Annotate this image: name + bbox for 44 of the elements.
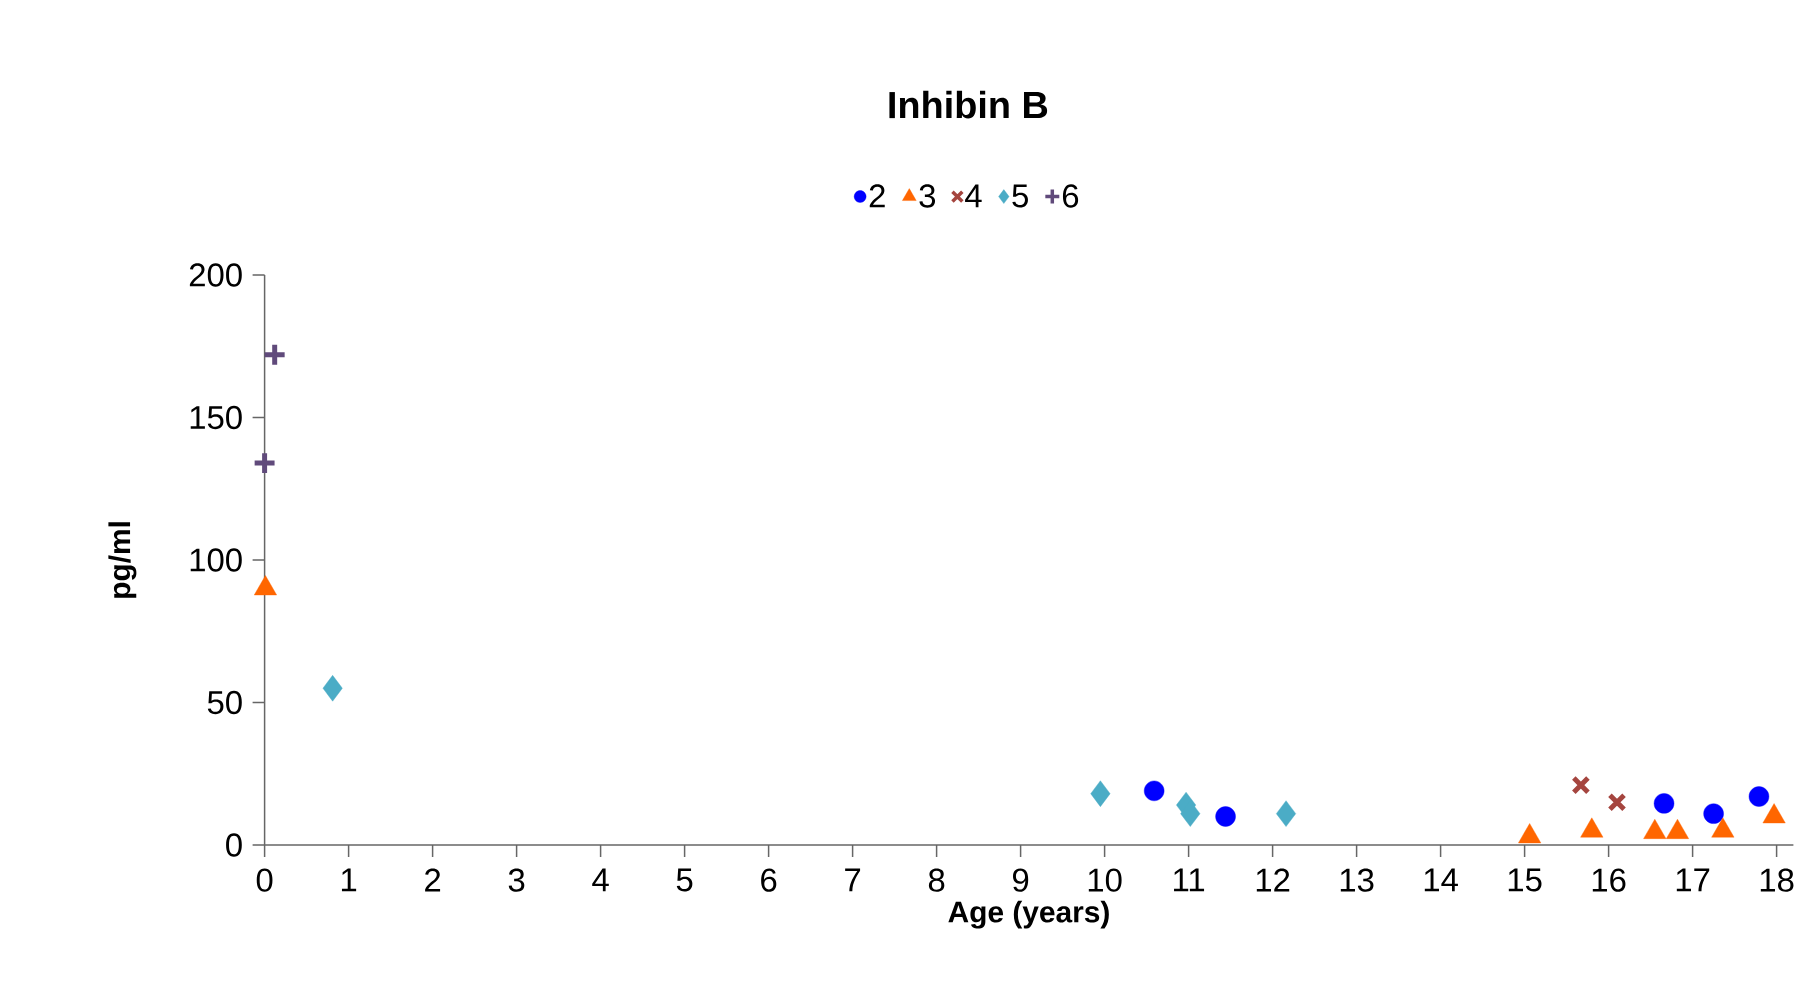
x-tick-label: 4 <box>592 868 609 892</box>
point <box>1703 803 1724 824</box>
legend-label: 2 <box>869 184 885 208</box>
x-tick-label: 6 <box>761 868 777 892</box>
point <box>1215 806 1236 827</box>
point <box>262 342 288 368</box>
x-tick-label: 8 <box>928 868 945 892</box>
point <box>322 675 343 702</box>
y-axis-title: pg/ml <box>108 522 137 598</box>
x-tick-label: 17 <box>1676 868 1710 892</box>
x-tick-label: 15 <box>1508 868 1542 892</box>
point <box>1653 793 1675 814</box>
y-tick-label: 150 <box>190 405 242 430</box>
chart-title: Inhibin B <box>889 90 1048 119</box>
x-tick-label: 1 <box>341 868 357 892</box>
y-tick-label: 0 <box>226 833 242 857</box>
x-tick-label: 16 <box>1592 868 1626 892</box>
x-tick-label: 12 <box>1256 868 1290 892</box>
point <box>1571 775 1591 795</box>
y-tick-label: 100 <box>190 548 242 572</box>
legend-label: 5 <box>1012 184 1028 208</box>
legend-label: 3 <box>919 184 936 208</box>
point <box>1144 780 1165 802</box>
x-tick-label: 9 <box>1013 868 1029 892</box>
point <box>1607 792 1627 812</box>
x-tick-label: 0 <box>256 868 273 892</box>
x-tick-label: 13 <box>1340 868 1374 892</box>
y-tick-label: 200 <box>189 263 242 287</box>
point <box>1748 786 1770 807</box>
legend-label: 6 <box>1062 184 1079 208</box>
point <box>1276 800 1296 827</box>
y-tick-label: 50 <box>207 690 242 715</box>
x-tick-label: 14 <box>1424 868 1458 892</box>
x-tick-label: 18 <box>1760 868 1794 892</box>
x-tick-label: 7 <box>845 868 861 892</box>
x-tick-label: 11 <box>1174 868 1205 892</box>
x-tick-label: 10 <box>1088 868 1122 892</box>
x-tick-label: 3 <box>508 868 525 892</box>
x-tick-label: 2 <box>425 868 441 892</box>
x-tick-label: 5 <box>676 868 693 892</box>
point <box>1090 780 1111 807</box>
x-axis-title: Age (years) <box>948 900 1109 929</box>
point <box>252 450 278 476</box>
legend-label: 4 <box>965 184 982 208</box>
